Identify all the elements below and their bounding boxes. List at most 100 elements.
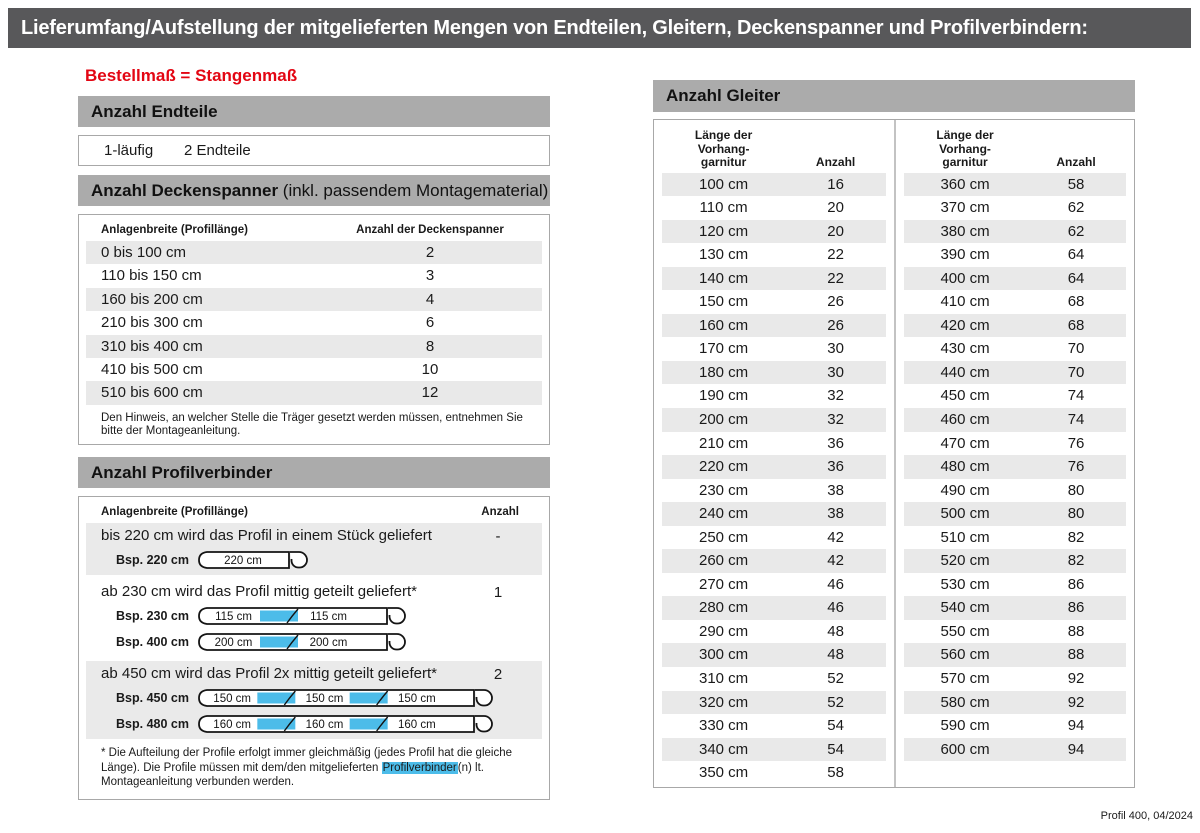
- length-cell: 330 cm: [698, 717, 749, 735]
- page-footer: Profil 400, 04/2024: [1100, 810, 1193, 822]
- profile-diagram: 150 cm 150 cm 150 cm: [197, 688, 498, 708]
- header-line: garnitur: [942, 155, 988, 169]
- count-cell: 54: [827, 717, 844, 735]
- profilverbinder-table: Anlagenbreite (Profillänge) Anzahl bis 2…: [78, 496, 550, 800]
- group-description: ab 450 cm wird das Profil 2x mittig gete…: [101, 665, 437, 682]
- profile-bar-diagram: 220 cm: [198, 551, 308, 569]
- table-row: 190 cm 32: [662, 384, 886, 408]
- length-cell: 150 cm: [698, 293, 749, 311]
- table-row: 430 cm 70: [904, 337, 1126, 361]
- profile-end-hook: [388, 633, 406, 651]
- header-line: garnitur: [700, 155, 747, 169]
- profile-example: Bsp. 480 cm 160 cm 160 cm 160 cm: [86, 714, 542, 734]
- length-cell: 240 cm: [698, 505, 749, 523]
- svg-text:200 cm: 200 cm: [310, 637, 348, 649]
- table-row: 300 cm 48: [662, 643, 886, 667]
- section-header-deckenspanner-label: Anzahl Deckenspanner: [91, 181, 279, 200]
- table-row: 310 bis 400 cm 8: [86, 334, 542, 358]
- section-header-profilverbinder: Anzahl Profilverbinder: [78, 457, 550, 488]
- length-cell: 340 cm: [698, 740, 749, 758]
- column-header-anzahl: Anzahl: [815, 154, 856, 169]
- length-cell: 450 cm: [940, 387, 990, 405]
- count-cell: 92: [1067, 669, 1085, 687]
- count-cell: 64: [1067, 246, 1085, 264]
- count-cell: 86: [1067, 575, 1085, 593]
- count-cell: 94: [1067, 740, 1085, 758]
- table-row: 150 cm 26: [662, 290, 886, 314]
- count-cell: 4: [425, 290, 435, 308]
- endteile-table: 1-läufig 2 Endteile: [78, 135, 550, 166]
- length-cell: 120 cm: [698, 222, 749, 240]
- count-cell: 82: [1067, 528, 1085, 546]
- count-cell: 20: [827, 199, 844, 217]
- header-line: Länge der: [936, 128, 994, 142]
- table-row: 270 cm 46: [662, 573, 886, 597]
- example-label: Bsp. 230 cm: [116, 609, 189, 623]
- count-cell: 38: [827, 481, 844, 499]
- length-cell: 300 cm: [698, 646, 749, 664]
- table-row: 310 cm 52: [662, 667, 886, 691]
- table-row: 140 cm 22: [662, 266, 886, 291]
- table-row: 250 cm 42: [662, 526, 886, 550]
- count-cell: 86: [1067, 599, 1085, 617]
- profilverbinder-group: ab 230 cm wird das Profil mittig geteilt…: [86, 579, 542, 657]
- profilverbinder-connector: [349, 718, 388, 730]
- length-cell: 170 cm: [698, 340, 749, 358]
- count-cell: 38: [827, 505, 844, 523]
- count-cell: 16: [827, 175, 844, 193]
- gleiter-table: Länge der Vorhang- garnitur Anzahl 100 c…: [653, 119, 1135, 788]
- table-row: 470 cm 76: [904, 432, 1126, 456]
- table-row: 420 cm 68: [904, 313, 1126, 338]
- table-row: 280 cm 46: [662, 596, 886, 620]
- count-cell: 80: [1067, 481, 1085, 499]
- table-row: 110 cm 20: [662, 196, 886, 220]
- length-cell: 570 cm: [940, 669, 990, 687]
- range-cell: 410 bis 500 cm: [101, 360, 203, 378]
- count-cell: 68: [1067, 316, 1085, 334]
- count-cell: 32: [827, 410, 844, 428]
- profile-diagram: 200 cm 200 cm: [197, 632, 411, 652]
- section-header-endteile-label: Anzahl Endteile: [91, 102, 218, 121]
- length-cell: 410 cm: [940, 293, 990, 311]
- count-cell: 48: [827, 622, 844, 640]
- section-header-endteile: Anzahl Endteile: [78, 96, 550, 127]
- table-row: 210 cm 36: [662, 432, 886, 456]
- table-row: 460 cm 74: [904, 407, 1126, 432]
- table-row: 590 cm 94: [904, 714, 1126, 738]
- length-cell: 530 cm: [940, 575, 990, 593]
- profile-bar-diagram: 115 cm 115 cm: [198, 607, 406, 625]
- column-header-anzahl: Anzahl: [481, 506, 519, 518]
- count-cell: 62: [1067, 222, 1085, 240]
- length-cell: 480 cm: [940, 458, 990, 476]
- profilverbinder-group: bis 220 cm wird das Profil in einem Stüc…: [86, 523, 542, 575]
- count-cell: 42: [827, 528, 844, 546]
- length-cell: 520 cm: [940, 552, 990, 570]
- gleiter-rows-left: 100 cm 16 110 cm 20 120 cm 20 130 cm 22 140 cm 22…: [662, 172, 886, 785]
- table-row: 390 cm 64: [904, 243, 1126, 267]
- length-cell: 430 cm: [940, 340, 990, 358]
- length-cell: 320 cm: [698, 693, 749, 711]
- length-cell: 500 cm: [940, 505, 990, 523]
- length-cell: 100 cm: [698, 175, 749, 193]
- group-count: 2: [493, 666, 503, 683]
- count-cell: 76: [1067, 458, 1085, 476]
- count-cell: 62: [1067, 199, 1085, 217]
- count-cell: 76: [1067, 434, 1085, 452]
- count-cell: 94: [1067, 717, 1085, 735]
- count-cell: 48: [827, 646, 844, 664]
- count-cell: 70: [1067, 340, 1085, 358]
- count-cell: 6: [425, 314, 435, 332]
- profilverbinder-connector: [260, 610, 298, 622]
- table-row: 210 bis 300 cm 6: [86, 311, 542, 334]
- profile-example: Bsp. 450 cm 150 cm 150 cm 150 cm: [86, 688, 542, 708]
- section-header-deckenspanner-sub: (inkl. passendem Montagematerial): [278, 181, 549, 200]
- count-cell: 26: [827, 293, 844, 311]
- profilverbinder-connector: [257, 718, 296, 730]
- count-cell: 82: [1067, 552, 1085, 570]
- svg-text:160 cm: 160 cm: [398, 719, 436, 731]
- table-row: 290 cm 48: [662, 620, 886, 644]
- count-cell: 12: [421, 384, 439, 402]
- header-line: Vorhang-: [939, 141, 991, 156]
- section-header-gleiter: Anzahl Gleiter: [653, 80, 1135, 112]
